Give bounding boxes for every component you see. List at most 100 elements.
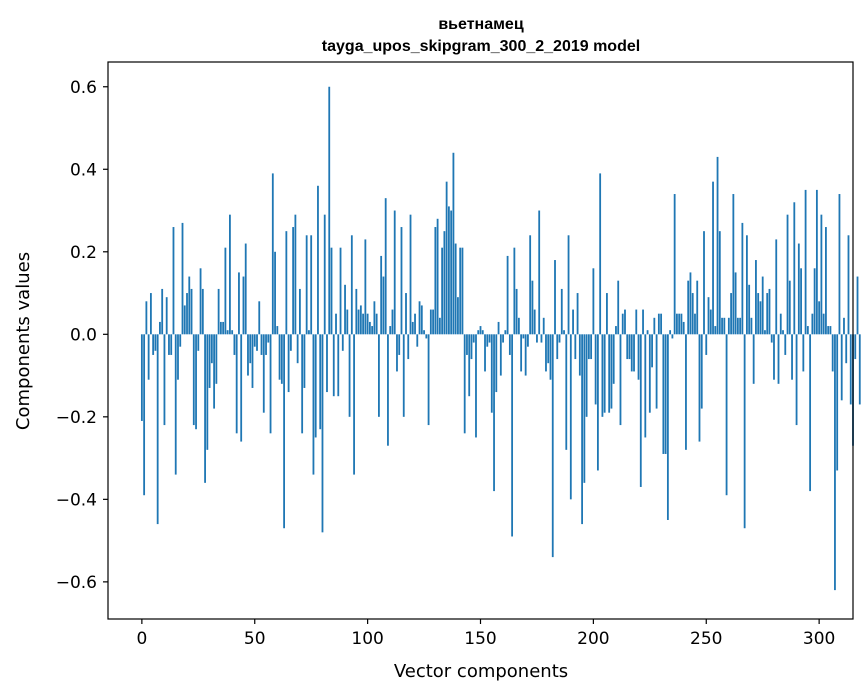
- bar: [513, 247, 516, 335]
- bar: [317, 185, 319, 335]
- bar: [457, 297, 459, 335]
- bar: [761, 276, 764, 335]
- bar: [436, 218, 439, 335]
- bar: [770, 334, 773, 343]
- bar: [217, 288, 220, 335]
- bar: [366, 313, 369, 335]
- bar: [280, 334, 283, 384]
- bar: [750, 317, 753, 335]
- bar: [375, 313, 378, 335]
- bar: [423, 330, 425, 335]
- bar: [648, 334, 651, 413]
- bar: [226, 330, 229, 335]
- y-tick-label: −0.2: [56, 408, 97, 428]
- bar: [499, 334, 502, 376]
- bar: [319, 334, 322, 430]
- bar: [206, 334, 209, 450]
- bar: [599, 173, 602, 335]
- bar: [296, 334, 299, 364]
- bar: [468, 334, 471, 397]
- bar: [574, 334, 577, 360]
- bar: [337, 334, 340, 397]
- x-tick-label: 150: [464, 629, 496, 649]
- bar: [596, 334, 599, 471]
- bar: [700, 334, 703, 409]
- bar: [536, 334, 538, 343]
- bar: [414, 313, 416, 335]
- bar: [624, 309, 626, 335]
- bar: [504, 330, 507, 335]
- bar: [420, 305, 423, 335]
- bar: [350, 235, 353, 335]
- bar: [427, 334, 430, 426]
- bar: [445, 181, 448, 335]
- bar: [829, 326, 832, 335]
- bar: [432, 309, 434, 335]
- bar: [800, 268, 802, 335]
- bar: [590, 334, 593, 360]
- y-tick-label: −0.6: [56, 573, 97, 593]
- x-axis-label: Vector components: [394, 661, 568, 682]
- bar: [524, 334, 527, 376]
- bar: [563, 330, 565, 335]
- bar: [793, 202, 796, 335]
- bar: [766, 293, 769, 335]
- bar: [601, 334, 604, 417]
- bar: [745, 235, 748, 335]
- bar: [506, 255, 509, 335]
- bar: [547, 334, 550, 364]
- bar: [359, 305, 362, 335]
- bar: [174, 334, 177, 475]
- bar: [249, 334, 252, 364]
- bar: [617, 280, 620, 335]
- bar: [208, 334, 211, 388]
- y-tick-label: −0.4: [56, 490, 97, 510]
- bar: [240, 334, 243, 442]
- y-axis-label: Components values: [13, 252, 34, 430]
- bar: [260, 334, 263, 355]
- bar: [443, 231, 446, 335]
- bar: [621, 313, 624, 335]
- bar: [660, 313, 663, 335]
- bar: [192, 334, 195, 426]
- bar: [676, 313, 678, 335]
- bar: [843, 317, 845, 335]
- bar: [703, 231, 705, 335]
- bar: [247, 334, 249, 376]
- bar: [558, 334, 561, 343]
- bar: [224, 247, 227, 335]
- bar: [475, 334, 477, 438]
- bar: [181, 222, 184, 335]
- bar: [339, 247, 342, 335]
- bar: [156, 334, 159, 525]
- bar: [734, 272, 737, 335]
- bar: [802, 334, 805, 372]
- bar: [685, 334, 687, 450]
- bar: [389, 326, 392, 335]
- bar: [199, 268, 202, 335]
- bar: [788, 280, 791, 335]
- bar: [271, 173, 274, 335]
- bar: [585, 334, 588, 417]
- bar: [497, 321, 500, 335]
- bar: [488, 334, 491, 343]
- bar: [289, 334, 292, 351]
- bar: [815, 189, 818, 335]
- bar: [183, 305, 186, 335]
- bar: [664, 334, 667, 454]
- bar: [581, 334, 583, 525]
- bar: [463, 334, 466, 434]
- bar: [836, 334, 839, 471]
- bar: [493, 334, 495, 492]
- bar: [797, 243, 800, 335]
- bar: [727, 317, 730, 335]
- y-tick-label: 0.2: [70, 243, 97, 263]
- bar: [253, 334, 256, 347]
- bar: [626, 334, 629, 360]
- bar: [479, 326, 482, 335]
- bar: [425, 334, 428, 339]
- bar: [743, 334, 746, 529]
- bar: [384, 198, 387, 335]
- bar: [409, 214, 412, 335]
